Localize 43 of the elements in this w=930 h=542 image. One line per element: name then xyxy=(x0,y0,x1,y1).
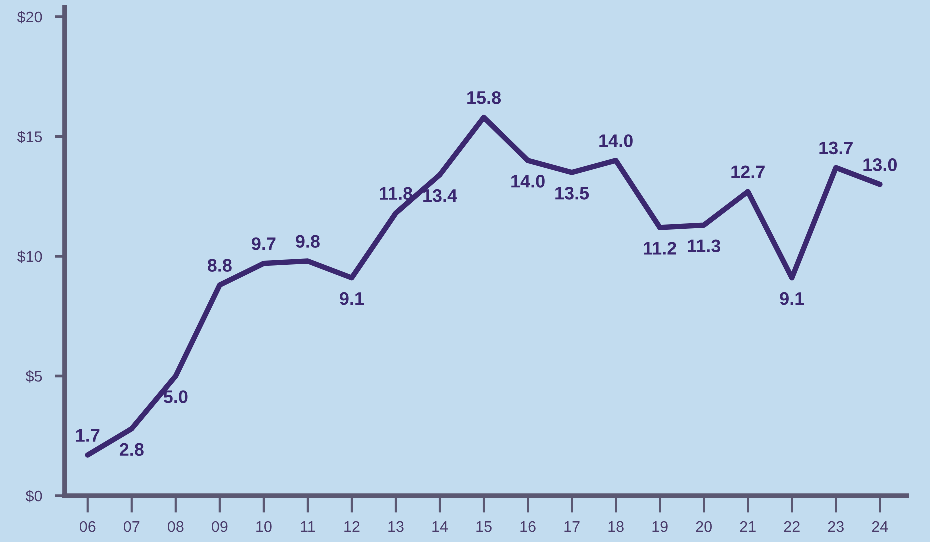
x-tick-label: 11 xyxy=(301,522,316,532)
x-tick-label: 06 xyxy=(80,521,96,532)
x-tick-label: 08 xyxy=(168,521,184,532)
y-tick-label: $10 xyxy=(17,250,42,264)
data-label: 15.8 xyxy=(468,92,502,104)
data-label: 11.2 xyxy=(644,242,676,255)
x-tick-label: 12 xyxy=(344,521,360,532)
y-tick-label: $20 xyxy=(17,11,42,24)
data-label: 11.8 xyxy=(380,187,413,200)
x-tick-label: 13 xyxy=(388,521,404,532)
x-tick-label: 16 xyxy=(520,521,536,532)
x-tick-label: 20 xyxy=(696,521,712,532)
data-label: 13.0 xyxy=(864,158,897,172)
data-label: 9.1 xyxy=(340,292,364,306)
data-label: 13.4 xyxy=(424,189,458,202)
x-tick-label: 09 xyxy=(212,521,228,532)
y-tick-label: $15 xyxy=(17,130,42,144)
data-label: 5.0 xyxy=(164,390,188,404)
x-tick-label: 22 xyxy=(784,521,800,532)
x-tick-label: 07 xyxy=(124,521,140,532)
data-label: 13.5 xyxy=(556,187,590,200)
data-label: 8.8 xyxy=(208,259,232,272)
data-label: 13.7 xyxy=(820,142,853,155)
x-tick-label: 23 xyxy=(828,521,844,532)
y-tick-label: $0 xyxy=(26,490,42,503)
x-tick-label: 17 xyxy=(564,522,580,532)
x-tick-label: 19 xyxy=(652,521,668,532)
x-tick-label: 10 xyxy=(256,521,272,532)
data-label: 9.7 xyxy=(252,238,276,250)
x-tick-label: 15 xyxy=(476,522,492,532)
x-tick-label: 24 xyxy=(872,521,888,532)
x-tick-label: 21 xyxy=(740,521,756,532)
y-tick-label: $5 xyxy=(26,370,42,383)
x-tick-label: 18 xyxy=(608,521,624,532)
data-label: 14.0 xyxy=(512,175,545,188)
x-tick-label: 14 xyxy=(432,522,448,532)
data-label: 9.8 xyxy=(296,235,320,248)
data-label: 12.7 xyxy=(732,166,765,178)
data-label: 11.3 xyxy=(688,240,721,253)
data-label: 14.0 xyxy=(600,134,633,148)
data-label: 9.1 xyxy=(780,292,804,306)
data-label: 1.7 xyxy=(76,429,100,442)
data-label: 2.8 xyxy=(120,443,144,456)
